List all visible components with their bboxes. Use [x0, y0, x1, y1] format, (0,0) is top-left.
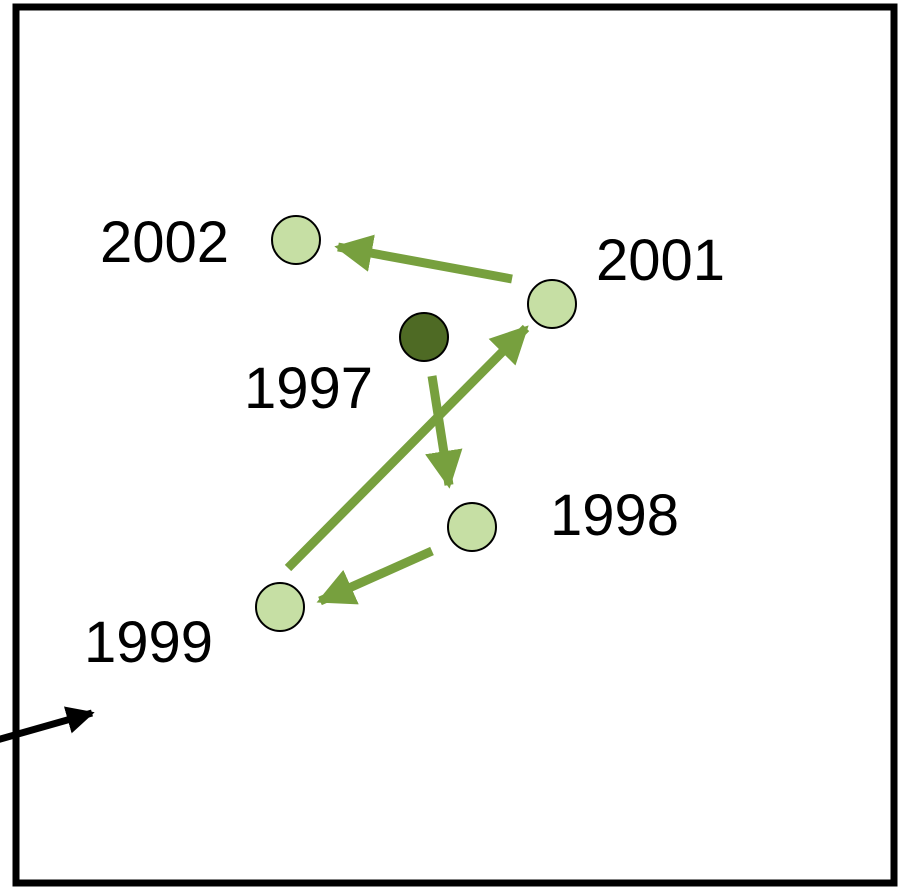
arrow-2001-to-2002: [334, 234, 513, 284]
point-1998: [447, 502, 497, 552]
label-1997: 1997: [244, 356, 373, 421]
arrow-1999-to-2001: [284, 324, 530, 572]
label-2002: 2002: [100, 210, 229, 275]
point-1999: [255, 582, 305, 632]
diagram-frame: [12, 3, 898, 887]
arrow-1998-to-1999: [316, 546, 434, 606]
incoming-arrow: [0, 706, 95, 743]
label-2001: 2001: [596, 228, 725, 293]
label-1999: 1999: [84, 610, 213, 675]
label-1998: 1998: [550, 483, 679, 548]
point-2001: [527, 279, 577, 329]
arrow-1997-to-1998: [425, 375, 463, 489]
point-1997: [399, 312, 449, 362]
point-2002: [271, 215, 321, 265]
